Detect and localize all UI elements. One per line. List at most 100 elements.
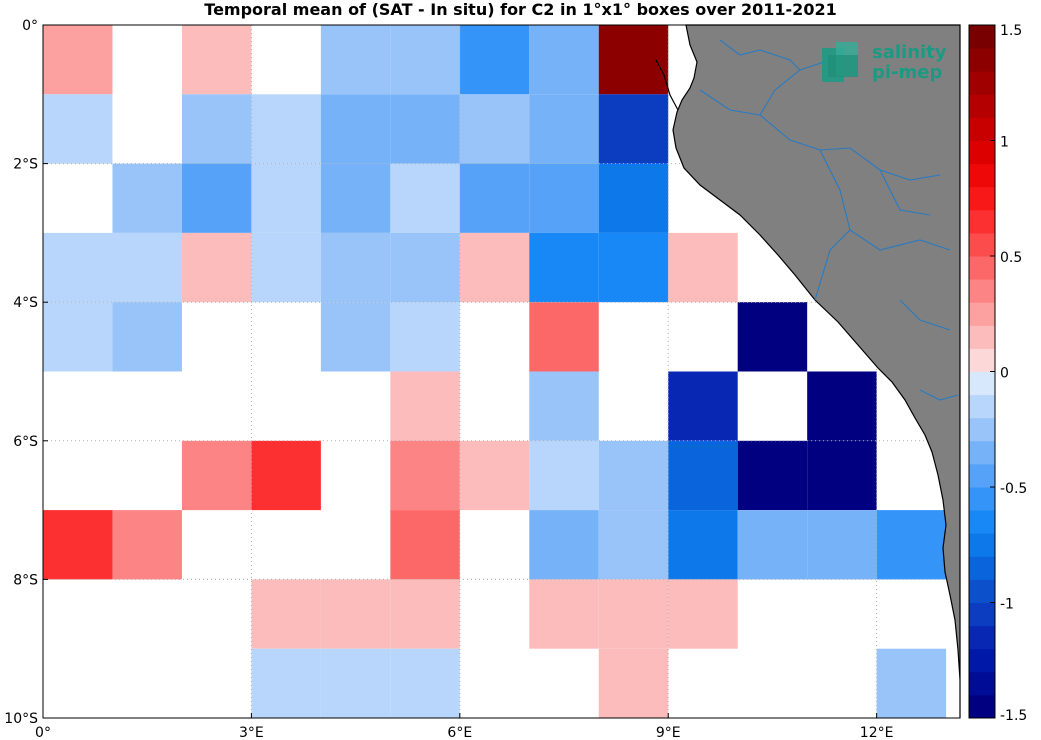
colorbar-bin [969,348,995,372]
heatmap-cell [459,25,530,95]
salinity-pimep-logo-icon [822,42,858,82]
heatmap-cell [251,94,321,164]
heatmap-cell [876,510,947,580]
heatmap-cell [737,440,808,511]
heatmap-cell [320,25,391,95]
heatmap-cell [112,510,182,580]
colorbar-bin [969,671,995,696]
heatmap-cell [390,302,460,372]
colorbar-bin [969,232,995,257]
heatmap-cell [390,510,460,580]
heatmap-cell [390,94,460,164]
heatmap-cell [459,232,530,303]
heatmap-cell [390,371,460,441]
land-fill-edge [655,59,679,111]
latitude-tick-label: 8°S [13,572,38,588]
colorbar-bin [969,533,995,557]
colorbar-bin [969,117,995,141]
heatmap-cell [390,163,460,233]
colorbar-bin [969,94,995,118]
colorbar-bin [969,579,995,603]
colorbar: 1.5 1 0.5 0 -0.5 -1 -1.5 [968,23,1027,724]
colorbar-bin [969,186,995,211]
latitude-tick-label: 4°S [13,295,38,311]
colorbar-bin [969,325,995,349]
colorbar-bin [969,440,995,465]
latitude-tick-label: 6°S [13,434,38,450]
colorbar-bin [969,694,995,719]
colorbar-bin [969,48,995,72]
heatmap-cell [459,94,530,164]
heatmap-cell [43,510,113,580]
heatmap-cell [181,440,252,511]
heatmap-cell [390,25,460,95]
african-coast-land [672,24,961,718]
heatmap-cell [807,371,877,441]
heatmap-cell [598,510,669,580]
heatmap-cell [737,510,808,580]
heatmap-cell [320,163,391,233]
longitude-tick-label: 6°E [447,725,472,740]
heatmap-cell [807,510,877,580]
colorbar-bin [969,602,995,627]
heatmap-cell [668,440,738,511]
heatmap-cell [529,371,599,441]
colorbar-bin [969,394,995,419]
colorbar-bin [969,417,995,442]
heatmap-cell [112,302,182,372]
heatmap-cell [320,232,391,303]
colorbar-bin [969,625,995,650]
colorbar-tick-label: -0.5 [1000,481,1027,497]
heatmap-cell [251,648,321,718]
latitude-tick-label: 10°S [4,711,38,727]
map-frame [42,24,961,719]
colorbar-bin [969,487,995,511]
colorbar-bin [969,71,995,95]
heatmap-cell [668,510,738,580]
rivers [699,39,959,401]
heatmap-cell [320,94,391,164]
heatmap-cell [529,579,599,649]
heatmap-cell [529,163,599,233]
heatmap-cell [320,302,391,372]
colorbar-tick-label: 1.5 [1000,23,1022,39]
heatmap-cell [668,371,738,441]
colorbar-tick-label: 0 [1000,366,1009,382]
heatmap-cell [112,163,182,233]
heatmap-cell [598,94,669,164]
longitude-tick-labels: 0° 3°E 6°E 9°E 12°E [35,713,893,740]
heatmap-cell [598,648,669,718]
heatmap-cell [529,440,599,511]
heatmap-cell [459,440,530,511]
longitude-tick-label: 9°E [656,725,681,740]
logo-line2: pi-mep [872,62,942,83]
colorbar-tick-label: 0.5 [1000,250,1022,266]
heatmap-cell [390,648,460,718]
heatmap-cell [459,163,530,233]
heatmap-cell [251,440,321,511]
latitude-tick-label: 0° [22,18,38,34]
longitude-tick-label: 3°E [239,725,264,740]
heatmap-cell [112,232,182,303]
colorbar-bin [969,279,995,303]
longitude-tick-label: 0° [35,725,51,740]
heatmap-cell [876,648,947,718]
heatmap-cell [598,440,669,511]
map-title: Temporal mean of (SAT - In situ) for C2 … [204,0,837,19]
heatmap-cell [390,440,460,511]
heatmap-cell [390,232,460,303]
colorbar-bin [969,463,995,488]
heatmap-cells [43,25,947,718]
heatmap-cell [181,94,252,164]
heatmap-cell [320,648,391,718]
heatmap-cell [320,579,391,649]
colorbar-bin [969,209,995,234]
heatmap-cell [529,94,599,164]
heatmap-cell [529,25,599,95]
colorbar-bin [969,140,995,165]
colorbar-tick-label: -1 [1000,597,1014,613]
colorbar-bin [969,510,995,534]
heatmap-cell [529,302,599,372]
colorbar-bin [969,648,995,673]
